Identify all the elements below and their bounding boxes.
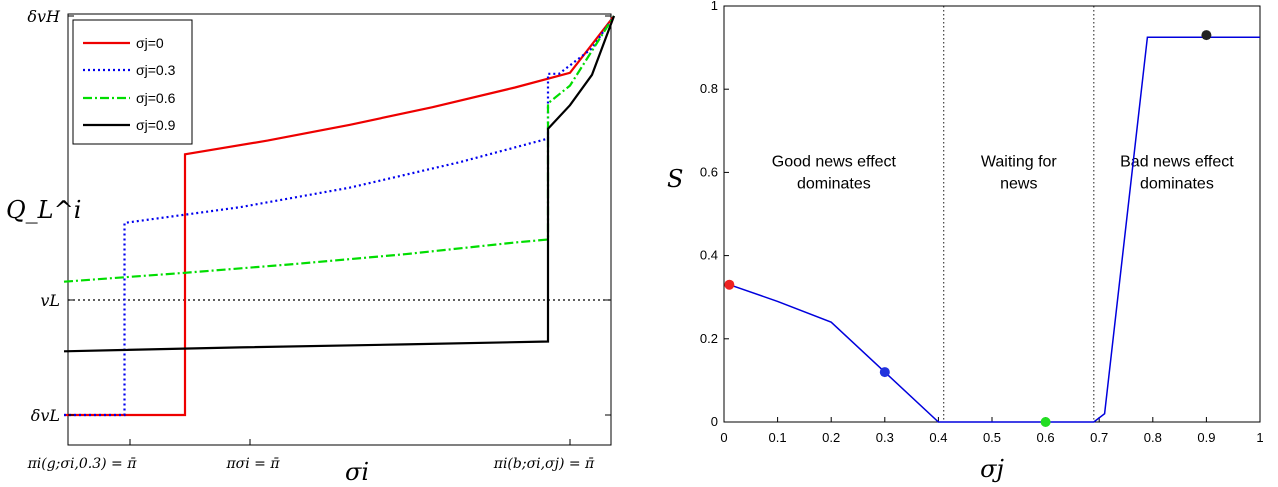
annotation-waiting-line-2: news	[1000, 175, 1037, 192]
right-series-line-s	[729, 36, 1260, 423]
legend-label-sigma-j-0.6: σj=0.6	[136, 90, 176, 106]
annotation-bad-news-line-1: Bad news effect	[1120, 153, 1234, 170]
left-series-line-sigma-j-0.9	[63, 15, 616, 353]
left-series-line-sigma-j-0	[64, 15, 615, 417]
left-y-axis-label: Q_L^i	[6, 196, 81, 224]
right-x-tick-labels: 0 0.1 0.2 0.3 0.4 0.5 0.6 0.7 0.8 0.9 1	[720, 430, 1263, 445]
left-y-tick-label: δvL	[31, 406, 60, 425]
left-x-tick-label: πσi = π̄	[225, 456, 280, 472]
right-marker-green	[1040, 417, 1051, 427]
right-region-annotations: Good news effect dominates Waiting for n…	[772, 153, 1234, 192]
right-marker-red	[724, 279, 735, 290]
right-y-axis-label: S	[667, 165, 683, 193]
right-x-tick-label: 0.4	[929, 430, 947, 445]
right-y-tick-label: 0	[711, 414, 718, 429]
right-marker-blue	[879, 367, 890, 378]
annotation-good-news-line-1: Good news effect	[772, 153, 897, 170]
left-y-tick-label: δvH	[27, 7, 61, 26]
left-x-tick-label: πi(b;σi,σj) = π̄	[493, 456, 595, 472]
legend-label-sigma-j-0: σj=0	[136, 35, 164, 51]
annotation-good-news-line-2: dominates	[797, 175, 871, 192]
right-y-tick-labels: 0 0.2 0.4 0.6 0.8 1	[700, 0, 718, 429]
annotation-waiting-line-1: Waiting for	[981, 153, 1058, 170]
right-marker-black	[1201, 30, 1212, 41]
left-x-tick-label: πi(g;σi,0.3) = π̄	[27, 456, 138, 472]
right-x-tick-label: 0.7	[1090, 430, 1108, 445]
right-x-tick-label: 0.5	[983, 430, 1001, 445]
right-x-tick-label: 1	[1256, 430, 1263, 445]
right-x-tick-label: 0.3	[876, 430, 894, 445]
right-y-tick-label: 0.6	[700, 164, 718, 179]
right-x-tick-label: 0.1	[769, 430, 787, 445]
legend-label-sigma-j-0.3: σj=0.3	[136, 62, 176, 78]
right-x-tick-label: 0.9	[1197, 430, 1215, 445]
annotation-bad-news-line-2: dominates	[1140, 175, 1214, 192]
left-x-axis-label: σi	[345, 458, 369, 486]
legend-label-sigma-j-0.9: σj=0.9	[136, 117, 176, 133]
right-x-tick-label: 0.2	[822, 430, 840, 445]
left-series-line-sigma-j-0.6	[63, 15, 615, 283]
right-y-tick-label: 1	[711, 0, 718, 13]
right-plot-frame	[723, 5, 1261, 423]
left-y-tick-label: vL	[40, 291, 60, 310]
right-y-tick-label: 0.2	[700, 331, 718, 346]
right-x-ticks	[723, 417, 1261, 422]
right-x-tick-label: 0.6	[1037, 430, 1055, 445]
left-legend: σj=0 σj=0.3 σj=0.6 σj=0.9	[72, 19, 193, 145]
right-x-tick-label: 0	[720, 430, 727, 445]
left-chart: δvL vL δvH πi(g;σi,0.3) = π̄ πσi = π̄ πi…	[6, 7, 616, 486]
right-x-axis-label: σj	[980, 455, 1004, 483]
right-y-tick-label: 0.4	[700, 248, 718, 263]
left-legend-box	[72, 19, 193, 145]
right-chart: 0 0.1 0.2 0.3 0.4 0.5 0.6 0.7 0.8 0.9 1 …	[667, 0, 1264, 483]
right-x-tick-label: 0.8	[1144, 430, 1162, 445]
right-y-ticks	[724, 5, 729, 423]
right-y-tick-label: 0.8	[700, 81, 718, 96]
